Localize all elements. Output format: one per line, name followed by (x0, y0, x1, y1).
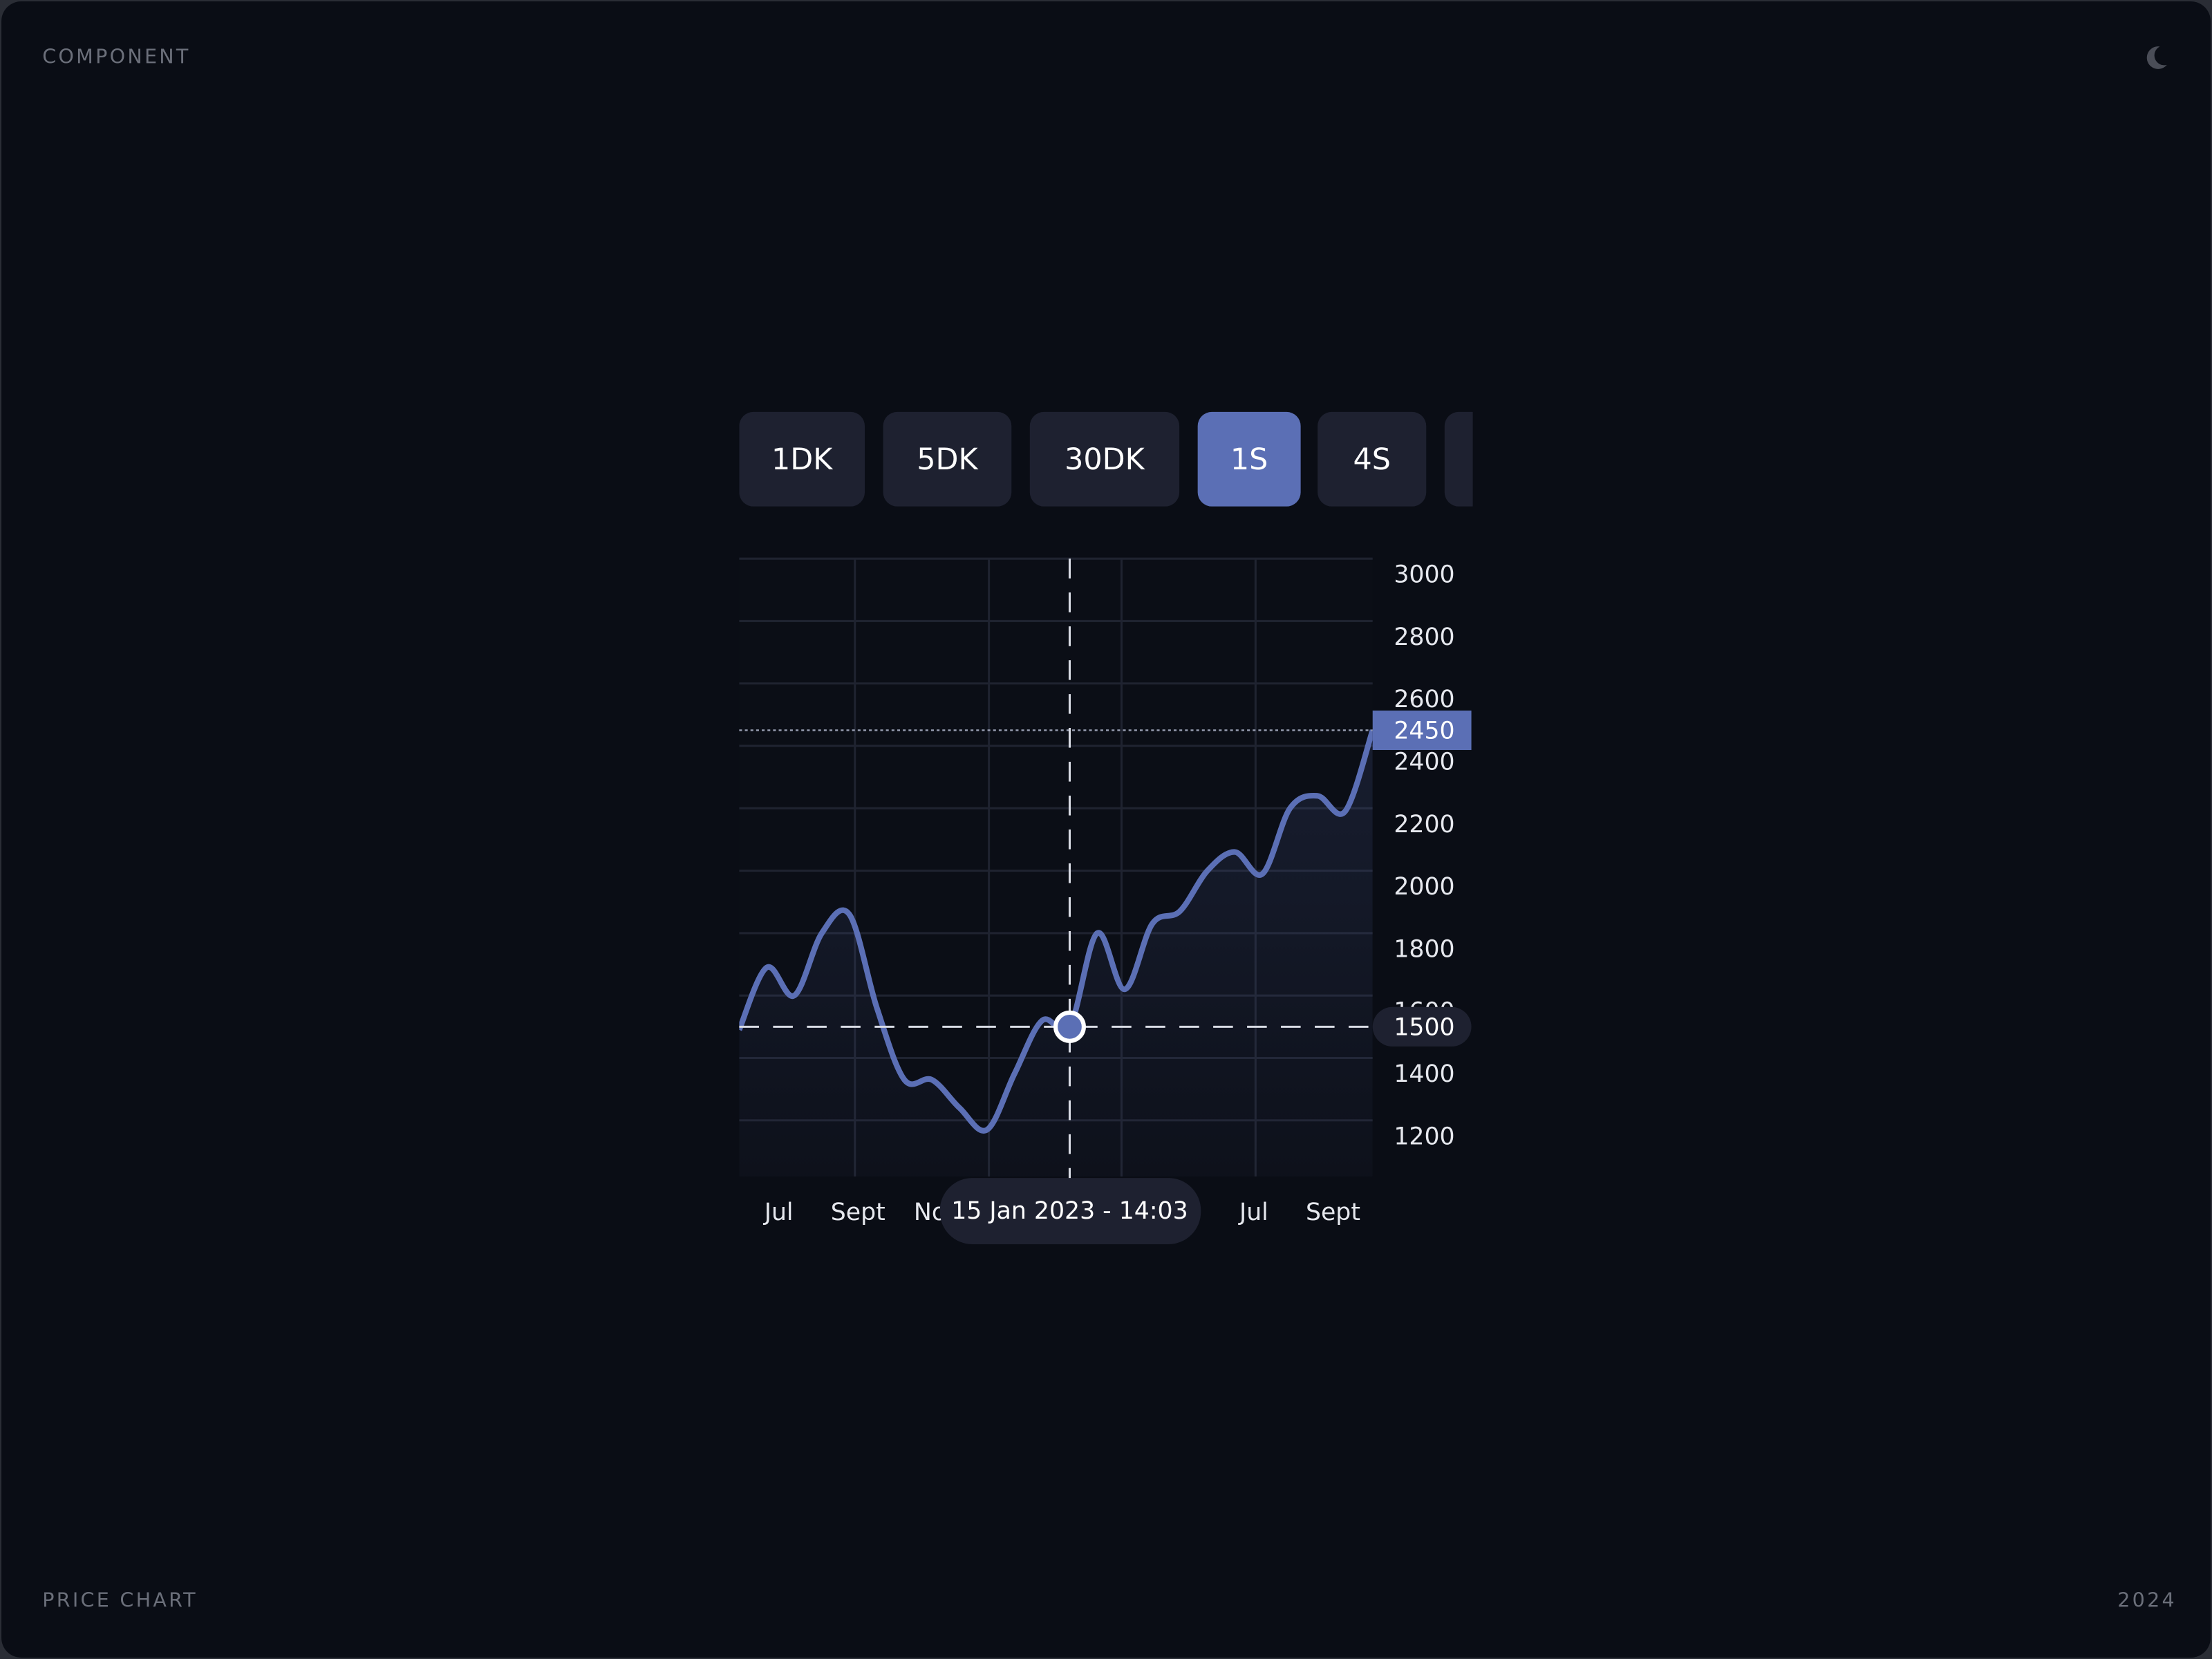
y-tick-label: 3000 (1394, 561, 1454, 589)
crosshair-date-label: 15 Jan 2023 - 14:03 (951, 1197, 1188, 1225)
y-tick-label: 2800 (1394, 624, 1454, 651)
toolbar-button[interactable]: 1S (1197, 411, 1301, 507)
y-tick-label: 1800 (1394, 935, 1454, 963)
y-tick-label: 2600 (1394, 686, 1454, 713)
button-more[interactable] (1444, 411, 1529, 507)
theme-toggle[interactable] (2146, 46, 2167, 69)
crosshair-tooltip (939, 1178, 1201, 1244)
button-bg (1318, 411, 1427, 507)
x-tick-label: Sept (831, 1199, 885, 1226)
x-tick-label: Jul (763, 1199, 794, 1226)
button-bg (739, 411, 865, 507)
toolbar-button[interactable]: 4S (1318, 411, 1427, 507)
header-label: COMPONENT (42, 45, 190, 68)
crosshair-value-label: 1500 (1394, 1013, 1454, 1041)
last-price-tag (1372, 710, 1472, 751)
last-price-label: 2450 (1394, 718, 1454, 745)
button-label: 4S (1353, 442, 1390, 477)
crosshair-tag (1372, 1006, 1472, 1047)
crosshair-point (1053, 1010, 1086, 1043)
button-label: 1DK (771, 442, 833, 477)
button-bg (1029, 411, 1180, 507)
button-label: 30DK (1065, 442, 1145, 477)
y-tick-label: 1400 (1394, 1060, 1454, 1088)
area-fill (739, 730, 1373, 1177)
x-tick-label: Jul (1238, 1199, 1268, 1226)
y-tick-label: 2400 (1394, 749, 1454, 776)
footer-year: 2024 (2117, 1588, 2177, 1611)
toolbar-button[interactable]: 30DK (1029, 411, 1180, 507)
y-tick-label: 2200 (1394, 811, 1454, 838)
x-tick-label: Sept (1306, 1199, 1360, 1226)
y-tick-label: 2000 (1394, 873, 1454, 901)
footer-title: PRICE CHART (42, 1588, 198, 1611)
button-bg (883, 411, 1012, 507)
toolbar-button[interactable]: 1DK (739, 411, 865, 507)
button-bg (1197, 411, 1301, 507)
y-tick-label: 1200 (1394, 1123, 1454, 1150)
toolbar: 1DK 5DK 30DK 1S 4S (739, 411, 1529, 507)
toolbar-button[interactable]: 5DK (883, 411, 1012, 507)
plot: 1200140016001800200022002400260028003000… (739, 557, 1472, 1244)
button-label: 1S (1230, 442, 1268, 477)
button-label: 5DK (917, 442, 978, 477)
